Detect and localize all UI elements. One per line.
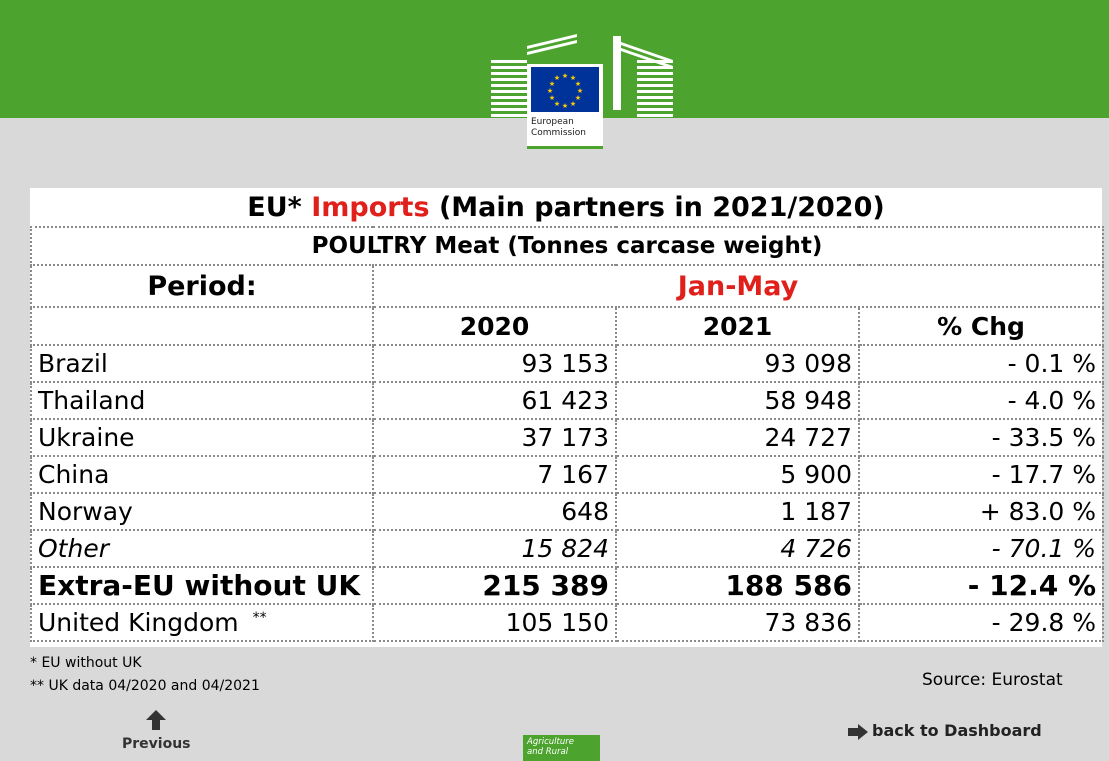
svg-text:★: ★ <box>577 87 583 95</box>
title-prefix: EU* <box>247 192 302 223</box>
table-row-total: Extra-EU without UK 215 389 188 586 - 12… <box>30 566 1105 605</box>
row-country: Extra-EU without UK <box>30 566 374 605</box>
title-suffix: (Main partners in 2021/2020) <box>438 192 885 223</box>
period-value: Jan-May <box>371 264 1105 308</box>
footnote-eu: * EU without UK <box>30 655 142 671</box>
row-country: United Kingdom <box>38 608 239 637</box>
agri-line2: and Rural <box>527 747 569 757</box>
table-title: EU* Imports (Main partners in 2021/2020) <box>30 190 1102 226</box>
svg-text:★: ★ <box>549 94 555 102</box>
table-row: Norway 648 1 187 + 83.0 % <box>30 492 1105 531</box>
row-value-2021: 93 098 <box>615 344 860 383</box>
svg-text:★: ★ <box>554 100 560 108</box>
row-country: China <box>30 455 374 494</box>
arrow-up-icon <box>146 710 166 730</box>
header-blank-cell <box>30 306 374 346</box>
ec-logo-text: European Commission <box>531 117 586 139</box>
table-row-uk: United Kingdom ** 105 150 73 836 - 29.8 % <box>30 603 1105 642</box>
row-value-chg: - 4.0 % <box>857 381 1105 420</box>
footnote-mark: ** <box>252 609 267 626</box>
row-value-2021: 1 187 <box>615 492 860 531</box>
row-value-2020: 61 423 <box>372 381 617 420</box>
column-header-chg: % Chg <box>857 306 1105 346</box>
row-value-chg: - 0.1 % <box>857 344 1105 383</box>
row-country: Ukraine <box>30 418 374 457</box>
table-row: Thailand 61 423 58 948 - 4.0 % <box>30 381 1105 420</box>
row-country-uk: United Kingdom ** <box>30 603 374 642</box>
source-label: Source: Eurostat <box>922 670 1063 690</box>
row-value-2021: 73 836 <box>615 603 860 642</box>
row-value-2021: 5 900 <box>615 455 860 494</box>
table-subtitle: POULTRY Meat (Tonnes carcase weight) <box>29 226 1105 266</box>
svg-text:★: ★ <box>554 74 560 82</box>
table-row: Brazil 93 153 93 098 - 0.1 % <box>30 344 1105 383</box>
row-country: Other <box>30 529 374 568</box>
arrow-right-icon <box>848 723 868 740</box>
back-to-dashboard-button[interactable]: back to Dashboard <box>848 721 1042 740</box>
poultry-imports-table: POULTRY Meat (Tonnes carcase weight) Per… <box>29 226 1105 642</box>
title-highlight: Imports <box>311 192 430 223</box>
ec-logo-text-box <box>527 112 603 149</box>
agri-line1: Agriculture <box>527 737 574 747</box>
back-to-dashboard-label: back to Dashboard <box>872 721 1042 740</box>
row-value-chg: + 83.0 % <box>857 492 1105 531</box>
agriculture-logo-box: Agriculture and Rural <box>523 735 600 761</box>
previous-button[interactable]: Previous <box>122 710 191 752</box>
row-value-chg: - 33.5 % <box>857 418 1105 457</box>
row-country: Brazil <box>30 344 374 383</box>
row-value-2020: 215 389 <box>372 566 617 605</box>
ec-logo-line2: Commission <box>531 128 586 138</box>
table-row-other: Other 15 824 4 726 - 70.1 % <box>30 529 1105 568</box>
row-value-2021: 188 586 <box>615 566 860 605</box>
row-value-2020: 105 150 <box>372 603 617 642</box>
row-value-2021: 24 727 <box>615 418 860 457</box>
svg-text:★: ★ <box>562 72 568 80</box>
row-country: Norway <box>30 492 374 531</box>
row-value-2020: 15 824 <box>372 529 617 568</box>
svg-text:★: ★ <box>547 87 553 95</box>
svg-text:★: ★ <box>549 80 555 88</box>
row-value-2020: 7 167 <box>372 455 617 494</box>
row-value-2020: 93 153 <box>372 344 617 383</box>
row-value-2021: 58 948 <box>615 381 860 420</box>
period-label: Period: <box>30 264 374 308</box>
row-value-chg: - 17.7 % <box>857 455 1105 494</box>
svg-text:★: ★ <box>570 74 576 82</box>
column-header-2021: 2021 <box>615 306 860 346</box>
table-row: Ukraine 37 173 24 727 - 33.5 % <box>30 418 1105 457</box>
row-value-2020: 648 <box>372 492 617 531</box>
ec-logo-line1: European <box>531 117 574 127</box>
row-country: Thailand <box>30 381 374 420</box>
table-row: China 7 167 5 900 - 17.7 % <box>30 455 1105 494</box>
svg-text:★: ★ <box>562 102 568 110</box>
row-value-chg: - 12.4 % <box>857 566 1105 605</box>
row-value-2020: 37 173 <box>372 418 617 457</box>
column-header-2020: 2020 <box>372 306 617 346</box>
svg-text:★: ★ <box>575 80 581 88</box>
row-value-chg: - 70.1 % <box>857 529 1105 568</box>
svg-text:★: ★ <box>575 94 581 102</box>
row-value-chg: - 29.8 % <box>857 603 1105 642</box>
row-value-2021: 4 726 <box>615 529 860 568</box>
previous-label: Previous <box>122 736 191 752</box>
svg-text:★: ★ <box>570 100 576 108</box>
footnote-uk: ** UK data 04/2020 and 04/2021 <box>30 678 260 694</box>
european-commission-logo: ★ ★★ ★★★ ★★★ ★★★ <box>491 34 673 117</box>
